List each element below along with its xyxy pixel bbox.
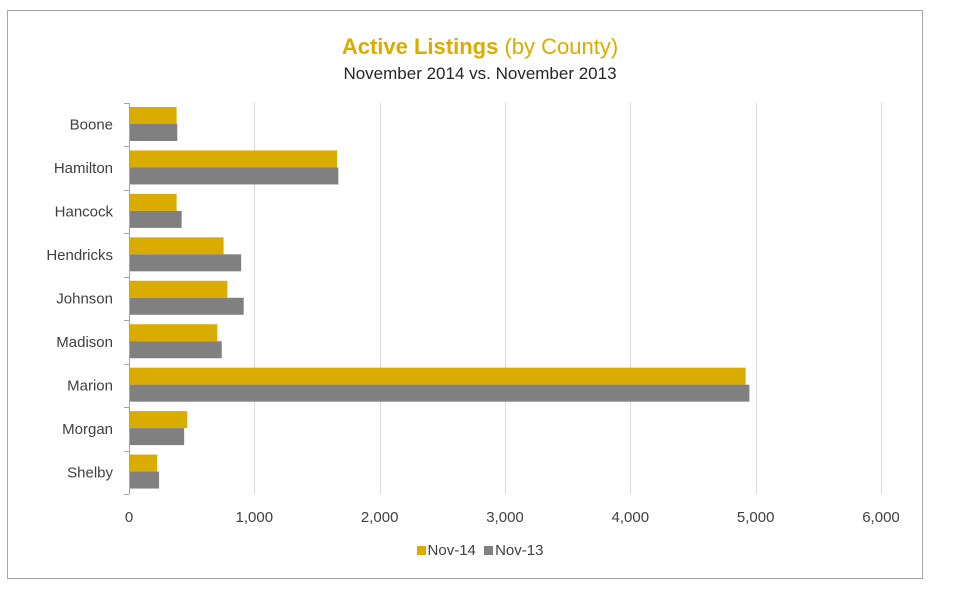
bar-nov-14-johnson [130,280,228,298]
x-tick-label: 5,000 [737,509,775,526]
legend-label-nov-14: Nov-14 [427,542,476,559]
legend-label-nov-13: Nov-13 [495,542,544,559]
category-label: Shelby [67,464,113,481]
bar-nov-13-hamilton [130,167,339,185]
bar-nov-14-morgan [130,411,188,429]
category-label: Boone [70,117,113,134]
bar-nov-13-hendricks [130,254,242,272]
x-tick-label: 0 [125,509,133,526]
bar-nov-14-hendricks [130,237,224,255]
chart-legend: Nov-14 Nov-13 [0,542,960,559]
bar-nov-13-johnson [130,297,244,315]
legend-swatch-nov-14 [416,546,426,555]
x-tick-label: 3,000 [486,509,524,526]
chart-subtitle: November 2014 vs. November 2013 [343,64,617,83]
bar-nov-14-boone [130,107,177,124]
bar-nov-14-shelby [130,454,158,472]
bar-nov-14-hancock [130,193,177,211]
category-label: Marion [67,377,113,394]
x-tick-label: 2,000 [361,509,399,526]
x-tick-label: 1,000 [236,509,274,526]
category-label: Hendricks [46,247,113,264]
bar-nov-14-madison [130,324,218,342]
category-label: Hamilton [54,160,113,177]
bar-nov-14-marion [130,367,746,385]
bar-nov-13-boone [130,124,178,141]
bar-nov-14-hamilton [130,150,338,168]
category-label: Johnson [56,291,113,308]
bar-nov-13-madison [130,341,222,359]
chart-title-main: Active Listings [341,34,499,59]
category-label: Hancock [55,204,114,221]
bar-nov-13-shelby [130,471,160,489]
bar-nov-13-morgan [130,428,185,446]
bar-nov-13-hancock [130,210,182,228]
legend-swatch-nov-13 [484,546,494,555]
chart-title-suffix: (by County) [504,34,619,59]
chart-title: Active Listings (by County) [0,34,960,60]
x-tick-label: 4,000 [612,509,650,526]
category-label: Madison [56,334,113,351]
bar-nov-13-marion [130,384,750,402]
category-label: Morgan [62,421,113,438]
x-tick-label: 6,000 [862,509,900,526]
legend-item-nov-14: Nov-14 [416,542,476,559]
legend-item-nov-13: Nov-13 [484,542,543,559]
